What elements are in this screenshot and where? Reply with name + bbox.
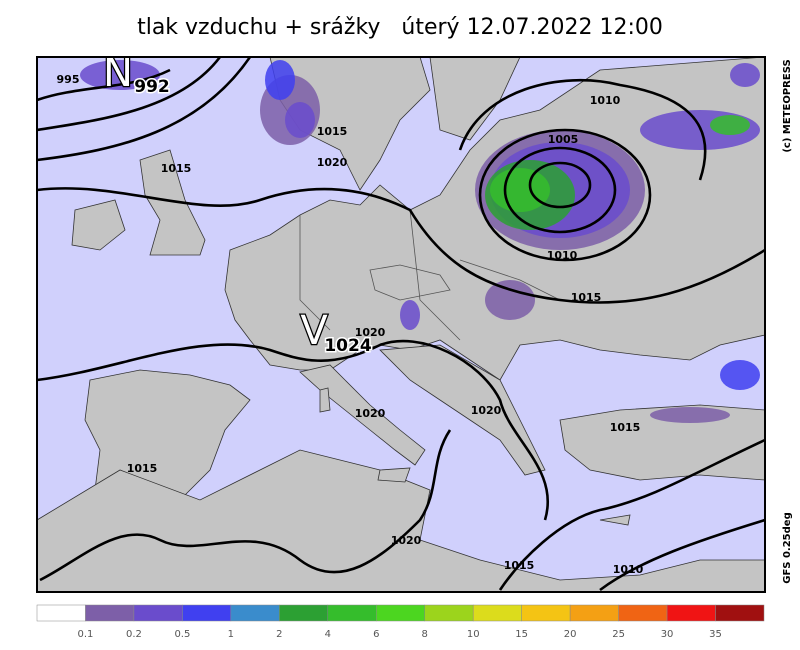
isobar-label: 1020 — [471, 404, 502, 417]
colorbar-cell — [230, 604, 280, 622]
precip-area — [490, 168, 550, 212]
colorbar-tick-label: 20 — [564, 629, 577, 640]
country-borders — [299, 209, 561, 341]
precip-area — [400, 300, 420, 330]
isobar-label: 1015 — [610, 421, 641, 434]
colorbar-tick-label: 2 — [276, 629, 282, 640]
isobar-label: 995 — [57, 73, 80, 86]
colorbar-tick-label: 8 — [422, 629, 428, 640]
isobar-label: 1010 — [613, 563, 644, 576]
isobar-label: 1015 — [504, 559, 535, 572]
colorbar: 0.1 0.2 0.5 1 2 4 6 8 10 15 20 25 30 35 — [36, 604, 765, 640]
colorbar-tick-label: 35 — [709, 629, 722, 640]
pressure-center-value: 1024 — [324, 336, 371, 356]
colorbar-cell — [569, 604, 619, 622]
colorbar-tick-label: 0.2 — [126, 629, 142, 640]
colorbar-cell — [279, 604, 329, 622]
colorbar-cell — [133, 604, 183, 622]
colorbar-cell — [182, 604, 232, 622]
colorbar-cell — [85, 604, 135, 622]
precip-area — [80, 60, 160, 90]
isobars — [37, 57, 765, 592]
isobar-label: 1005 — [548, 133, 579, 146]
copyright: (c) METEOPRESS — [782, 59, 793, 152]
isobar-label: 1020 — [317, 156, 348, 169]
colorbar-tick-label: 0.5 — [174, 629, 190, 640]
isobar-label: 1015 — [571, 291, 602, 304]
colorbar-tick-label: 30 — [661, 629, 674, 640]
colorbar-tick-label: 4 — [325, 629, 331, 640]
pressure-center-value: 992 — [134, 77, 170, 97]
colorbar-cell — [327, 604, 377, 622]
isobar-label: 1015 — [317, 125, 348, 138]
colorbar-tick-label: 10 — [467, 629, 480, 640]
colorbar-cell — [715, 604, 765, 622]
pressure-center-symbol: N — [103, 50, 133, 96]
pressure-center-symbol: V — [300, 308, 328, 354]
colorbar-cell — [376, 604, 425, 622]
colorbar-cell — [424, 604, 474, 622]
precip-area — [485, 280, 535, 320]
precip-area — [710, 115, 750, 135]
colorbar-cell — [521, 604, 571, 622]
isobar-label: 1010 — [547, 249, 578, 262]
colorbar-tick-label: 15 — [515, 629, 528, 640]
map-frame — [36, 56, 766, 593]
precipitation — [80, 60, 760, 423]
isobar-label: 1020 — [391, 534, 422, 547]
isobar-label: 1010 — [590, 94, 621, 107]
model-name: GFS 0.25deg — [782, 512, 793, 584]
colorbar-cell — [36, 604, 86, 622]
colorbar-cell — [618, 604, 668, 622]
isobar-label: 1015 — [127, 462, 158, 475]
colorbar-tick-label: 6 — [373, 629, 379, 640]
precip-area — [285, 102, 315, 138]
isobar-label: 1020 — [355, 326, 386, 339]
colorbar-tick-label: 25 — [612, 629, 625, 640]
isobar-label: 1015 — [161, 162, 192, 175]
colorbar-cell — [472, 604, 522, 622]
precip-area — [730, 63, 760, 87]
map-title: tlak vzduchu + srážky úterý 12.07.2022 1… — [137, 15, 663, 40]
precip-area — [720, 360, 760, 390]
colorbar-tick-label: 1 — [228, 629, 234, 640]
precip-area — [265, 60, 295, 100]
isobar-label: 1020 — [355, 407, 386, 420]
colorbar-cell — [666, 604, 716, 622]
colorbar-tick-label: 0.1 — [78, 629, 94, 640]
precip-area — [650, 407, 730, 423]
